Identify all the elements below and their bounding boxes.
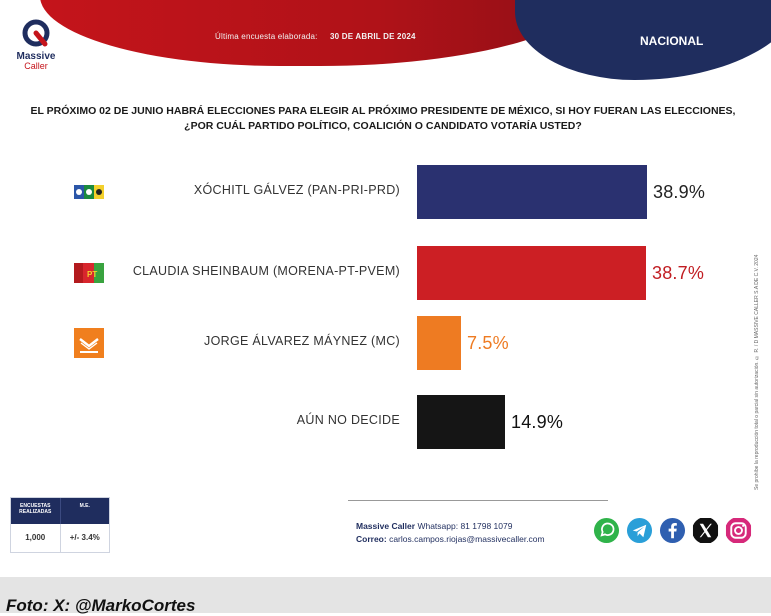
massive-caller-logo: Massive Caller: [10, 18, 62, 80]
chart-row: AÚN NO DECIDE 14.9%: [60, 393, 730, 451]
methodology-box: ENCUESTAS REALIZADAS M.E. 1,000 +/- 3.4%: [10, 497, 110, 553]
poll-card: Massive Caller Última encuesta elaborada…: [10, 0, 771, 553]
question-line2: ¿POR CUÁL PARTIDO POLÍTICO, COALICIÓN O …: [184, 120, 582, 132]
last-survey-info: Última encuesta elaborada: 30 DE ABRIL D…: [215, 32, 416, 41]
value-label: 7.5%: [467, 333, 509, 353]
instagram-icon[interactable]: [725, 517, 752, 544]
value-label: 38.9%: [653, 182, 706, 202]
category-label: XÓCHITL GÁLVEZ (PAN-PRI-PRD): [193, 183, 400, 197]
bar: [417, 395, 505, 449]
logo-text-line1: Massive: [16, 51, 56, 62]
chart-row: PT CLAUDIA SHEINBAUM (MORENA-PT-PVEM) 38.7…: [60, 244, 730, 302]
question-line1: EL PRÓXIMO 02 DE JUNIO HABRÁ ELECCIONES …: [30, 105, 736, 117]
contact-divider: [348, 500, 608, 501]
contact-email: carlos.campos.riojas@massivecaller.com: [389, 534, 545, 544]
margin-error-value: +/- 3.4%: [59, 524, 110, 552]
photo-credit: Foto: X: @MarkoCortes: [6, 596, 196, 615]
caption-bar: [0, 577, 771, 613]
pan-pri-prd-logo: [72, 175, 106, 209]
category-label: JORGE ÁLVAREZ MÁYNEZ (MC): [204, 334, 400, 348]
margin-error-header: M.E.: [59, 498, 110, 524]
copyright-note: Se prohíbe la reproducción total o parci…: [754, 254, 760, 490]
value-label: 38.7%: [652, 263, 705, 283]
morena-pt-pvem-logo: PT: [74, 263, 104, 283]
sample-size-header: ENCUESTAS REALIZADAS: [19, 503, 52, 515]
contact-email-label: Correo:: [356, 534, 387, 544]
chart-row: XÓCHITL GÁLVEZ (PAN-PRI-PRD) 38.9%: [60, 163, 730, 221]
category-label: AÚN NO DECIDE: [296, 413, 400, 427]
bar: [417, 246, 646, 300]
bar: [417, 165, 647, 219]
logo-text-line2: Caller: [24, 61, 48, 71]
telegram-icon[interactable]: [626, 517, 653, 544]
logo-mark-icon: [22, 19, 50, 47]
social-icons: [593, 517, 752, 544]
contact-info: Massive Caller Whatsapp: 81 1798 1079 Co…: [356, 520, 545, 546]
facebook-icon[interactable]: [659, 517, 686, 544]
sample-size-value: 1,000: [25, 533, 46, 542]
value-label: 14.9%: [511, 412, 564, 432]
svg-text:PT: PT: [87, 270, 97, 279]
last-survey-label: Última encuesta elaborada:: [215, 32, 318, 41]
contact-whatsapp: Whatsapp: 81 1798 1079: [417, 521, 513, 531]
bar: [417, 316, 461, 370]
last-survey-date: 30 DE ABRIL DE 2024: [330, 32, 416, 41]
scope-label: NACIONAL: [640, 34, 704, 48]
x-icon[interactable]: [692, 517, 719, 544]
category-label: CLAUDIA SHEINBAUM (MORENA-PT-PVEM): [132, 264, 400, 278]
whatsapp-icon[interactable]: [593, 517, 620, 544]
poll-question: EL PRÓXIMO 02 DE JUNIO HABRÁ ELECCIONES …: [18, 104, 748, 134]
contact-brand: Massive Caller: [356, 521, 416, 531]
chart-row: JORGE ÁLVAREZ MÁYNEZ (MC) 7.5%: [60, 314, 730, 372]
mc-logo: [74, 328, 104, 358]
bar-chart: XÓCHITL GÁLVEZ (PAN-PRI-PRD) 38.9% PT CLAUD…: [60, 150, 730, 450]
